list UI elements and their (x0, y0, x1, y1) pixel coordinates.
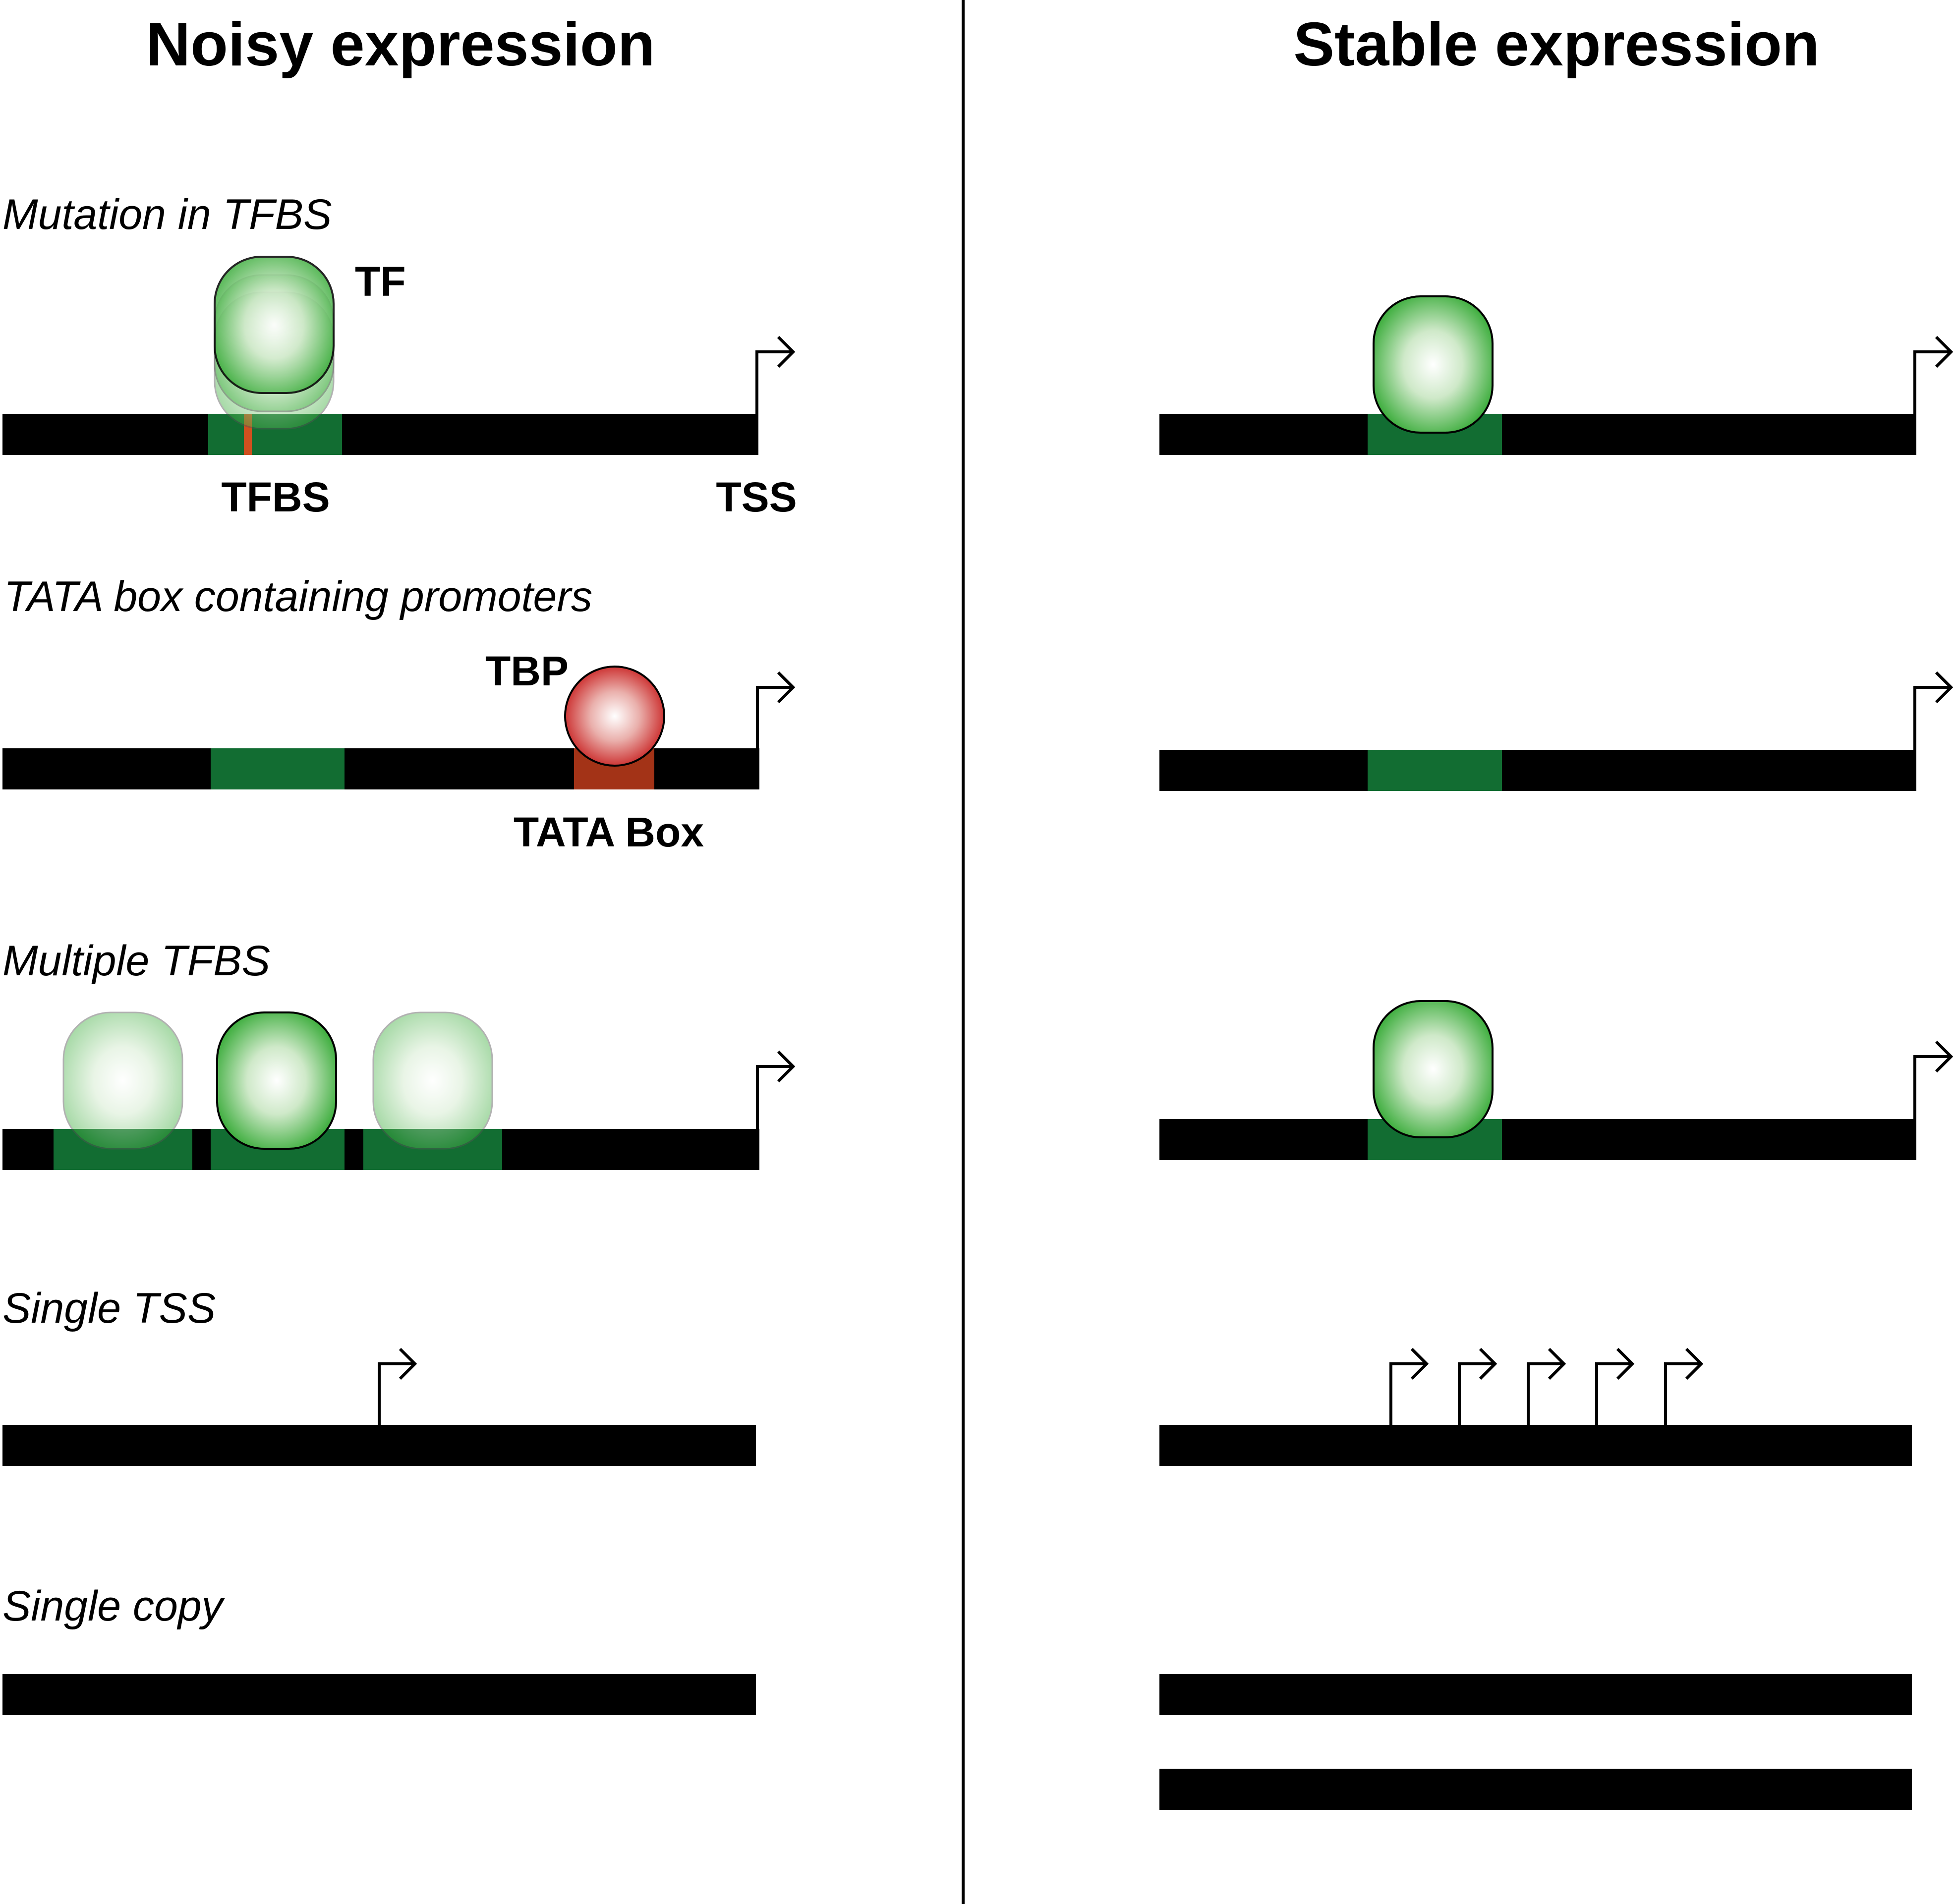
label-tss: TSS (716, 474, 797, 520)
tf-protein (214, 256, 335, 394)
tss-arrow (756, 671, 796, 750)
dna-strand (1159, 1674, 1912, 1715)
dna-strand (1159, 1119, 1916, 1160)
tss-arrow (1458, 1347, 1497, 1426)
tss-arrow (1527, 1347, 1566, 1426)
heading-noisy-expression: Noisy expression (146, 10, 655, 79)
tss-arrow (1664, 1347, 1704, 1426)
label-tf: TF (355, 258, 406, 305)
tf-protein-transient (62, 1011, 183, 1150)
tss-arrow (756, 1050, 796, 1130)
tss-arrow (1595, 1347, 1635, 1426)
dna-strand (2, 1425, 756, 1466)
tf-protein (216, 1011, 337, 1150)
row-multiple-tfbs-noisy (2, 1011, 796, 1170)
column-divider (962, 0, 965, 1904)
tf-protein (1373, 295, 1494, 434)
section-title-single-tss: Single TSS (2, 1285, 216, 1332)
row-tata-stable (1159, 671, 1954, 791)
section-title-tata-box-promoters: TATA box containing promoters (4, 573, 592, 620)
tss-arrow (755, 336, 796, 415)
section-title-single-copy: Single copy (2, 1582, 226, 1630)
row-single-tss-noisy (2, 1347, 756, 1466)
tf-protein-transient (372, 1011, 493, 1150)
tbp-protein (564, 666, 665, 767)
tss-arrow (1389, 1347, 1429, 1426)
tfbs-site (211, 748, 345, 789)
dna-strand (2, 414, 758, 455)
label-tbp: TBP (485, 648, 569, 694)
section-title-multiple-tfbs: Multiple TFBS (2, 937, 270, 985)
heading-stable-expression: Stable expression (1293, 10, 1819, 79)
row-tata-noisy: TBP TATA Box (2, 648, 796, 855)
tss-arrow (1913, 1040, 1954, 1120)
tss-arrow (378, 1347, 417, 1426)
row-multiple-tfbs-stable (1159, 1000, 1954, 1160)
tf-protein (1373, 1000, 1494, 1138)
tss-arrow (1913, 336, 1954, 415)
dna-strand (1159, 750, 1916, 791)
dna-strand (2, 1674, 756, 1715)
dna-strand (1159, 1769, 1912, 1810)
row-mutation-stable (1159, 295, 1954, 455)
dna-strand (1159, 1425, 1912, 1466)
row-mutation-noisy: TF TFBS TSS (2, 256, 797, 520)
label-tfbs: TFBS (221, 474, 330, 520)
label-tata-box: TATA Box (514, 809, 704, 855)
tfbs-site (1368, 750, 1502, 791)
section-title-mutation-in-tfbs: Mutation in TFBS (2, 191, 332, 238)
row-single-copy-stable (1159, 1674, 1912, 1810)
row-single-tss-stable (1159, 1347, 1912, 1466)
row-single-copy-noisy (2, 1674, 756, 1715)
tss-arrow (1913, 671, 1954, 751)
dna-strand (1159, 414, 1916, 455)
